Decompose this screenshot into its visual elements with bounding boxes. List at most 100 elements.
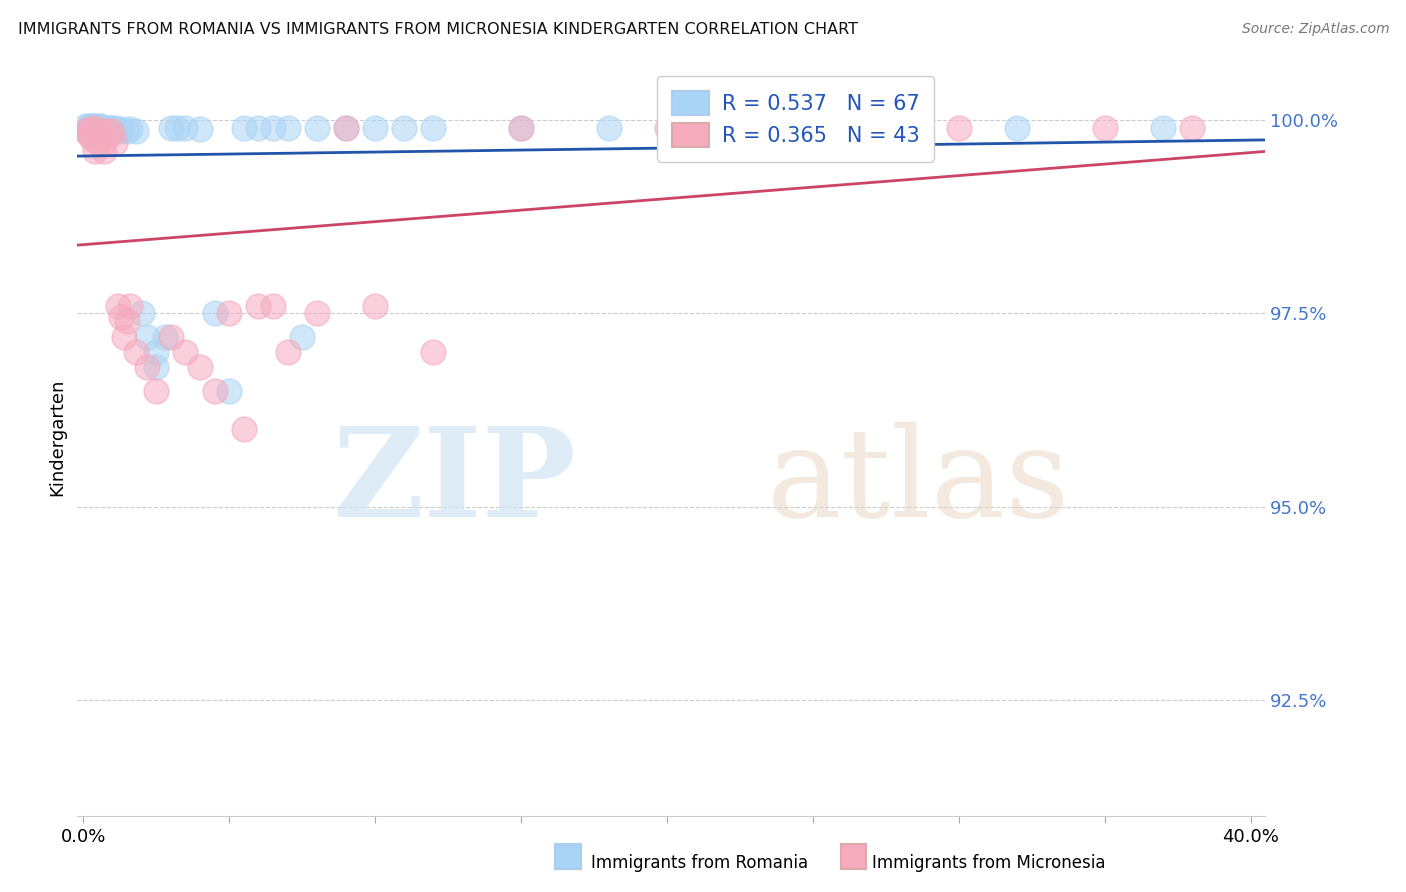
Point — [714, 120, 737, 135]
Point — [159, 120, 181, 135]
Point — [90, 128, 112, 143]
Text: Source: ZipAtlas.com: Source: ZipAtlas.com — [1241, 22, 1389, 37]
Point — [364, 120, 387, 135]
Point — [98, 124, 121, 138]
Point — [136, 360, 159, 375]
Point — [394, 120, 416, 135]
Point — [80, 124, 103, 138]
Point — [422, 345, 444, 359]
Point — [801, 120, 824, 135]
Point — [145, 384, 167, 398]
Point — [204, 306, 226, 320]
Point — [1007, 120, 1029, 135]
Point — [90, 120, 112, 135]
Point — [93, 120, 115, 135]
Point — [90, 122, 112, 136]
Point — [83, 144, 105, 158]
Point — [98, 128, 121, 143]
Point — [75, 124, 97, 138]
Point — [90, 124, 112, 138]
Point — [335, 120, 357, 135]
Point — [101, 124, 124, 138]
Point — [77, 122, 100, 136]
Point — [115, 314, 138, 328]
Point — [77, 120, 100, 135]
FancyBboxPatch shape — [841, 844, 866, 869]
Point — [110, 122, 132, 136]
Point — [90, 119, 112, 133]
Point — [80, 122, 103, 136]
Point — [305, 120, 328, 135]
Point — [75, 124, 97, 138]
Point — [87, 119, 110, 133]
Point — [107, 124, 129, 138]
Point — [83, 120, 105, 135]
Point — [104, 136, 127, 150]
Point — [510, 120, 533, 135]
Point — [80, 122, 103, 136]
Point — [83, 124, 105, 138]
Point — [96, 124, 118, 138]
Point — [218, 306, 240, 320]
Point — [247, 299, 270, 313]
Text: Immigrants from Romania: Immigrants from Romania — [591, 855, 807, 872]
Point — [291, 329, 314, 343]
Point — [159, 329, 181, 343]
Point — [87, 122, 110, 136]
Point — [188, 360, 211, 375]
Text: Immigrants from Micronesia: Immigrants from Micronesia — [872, 855, 1105, 872]
Point — [136, 329, 159, 343]
Point — [118, 122, 141, 136]
Point — [1181, 120, 1204, 135]
Point — [93, 122, 115, 136]
Point — [77, 122, 100, 136]
Point — [96, 120, 118, 135]
Point — [87, 136, 110, 150]
Point — [83, 122, 105, 136]
Point — [335, 120, 357, 135]
Point — [218, 384, 240, 398]
Point — [77, 128, 100, 143]
Point — [101, 120, 124, 135]
Point — [262, 120, 284, 135]
Point — [422, 120, 444, 135]
Point — [1152, 120, 1174, 135]
Point — [96, 124, 118, 138]
Point — [77, 124, 100, 138]
Point — [87, 120, 110, 135]
Point — [77, 119, 100, 133]
Point — [276, 345, 298, 359]
Point — [80, 132, 103, 146]
Point — [276, 120, 298, 135]
Point — [153, 329, 176, 343]
Legend: R = 0.537   N = 67, R = 0.365   N = 43: R = 0.537 N = 67, R = 0.365 N = 43 — [657, 76, 934, 161]
FancyBboxPatch shape — [555, 844, 581, 869]
Text: ZIP: ZIP — [333, 422, 576, 543]
Point — [247, 120, 270, 135]
Point — [83, 124, 105, 138]
Point — [145, 345, 167, 359]
Point — [80, 124, 103, 138]
Point — [232, 120, 254, 135]
Point — [510, 120, 533, 135]
Point — [101, 124, 124, 138]
Point — [232, 422, 254, 436]
Point — [131, 306, 153, 320]
Point — [83, 120, 105, 135]
Point — [112, 329, 135, 343]
Point — [110, 310, 132, 325]
Point — [598, 120, 620, 135]
Point — [174, 120, 197, 135]
Point — [1094, 120, 1116, 135]
Point — [87, 124, 110, 138]
Y-axis label: Kindergarten: Kindergarten — [48, 378, 66, 496]
Point — [305, 306, 328, 320]
Point — [80, 120, 103, 135]
Point — [166, 120, 188, 135]
Point — [125, 124, 148, 138]
Point — [145, 360, 167, 375]
Point — [125, 345, 148, 359]
Point — [93, 144, 115, 158]
Point — [75, 119, 97, 133]
Point — [87, 124, 110, 138]
